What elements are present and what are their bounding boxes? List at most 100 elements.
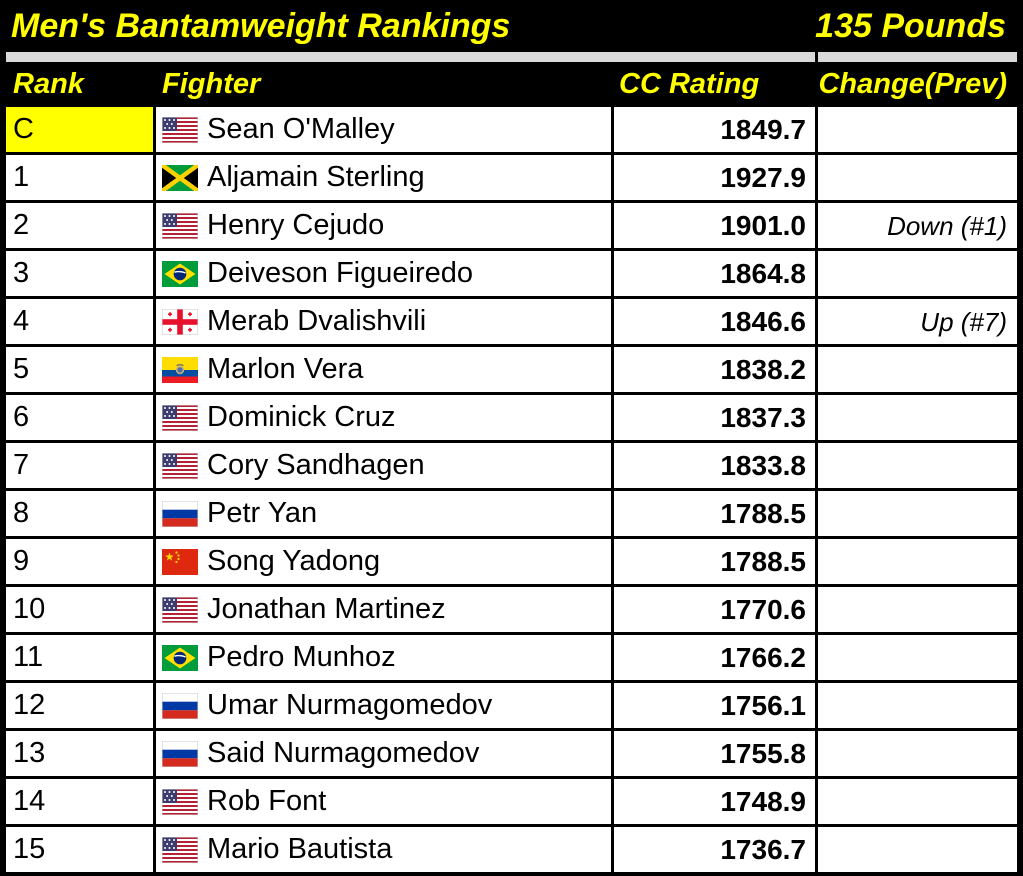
fighter-cell: Dominick Cruz bbox=[156, 395, 611, 440]
table-row: 14 Rob Font 1748.9 bbox=[6, 779, 1017, 824]
rating-cell: 1766.2 bbox=[614, 635, 815, 680]
fighter-cell: Pedro Munhoz bbox=[156, 635, 611, 680]
ec-flag-icon bbox=[162, 356, 198, 383]
fighter-cell: Marlon Vera bbox=[156, 347, 611, 392]
rank-cell: 14 bbox=[6, 779, 153, 824]
change-cell bbox=[818, 827, 1017, 872]
table-row: 5 Marlon Vera 1838.2 bbox=[6, 347, 1017, 392]
change-cell bbox=[818, 155, 1017, 200]
fighter-name: Dominick Cruz bbox=[207, 401, 396, 433]
rank-cell: C bbox=[6, 107, 153, 152]
br-flag-icon bbox=[162, 644, 198, 671]
column-header-rank: Rank bbox=[13, 68, 84, 100]
rating-cell: 1833.8 bbox=[614, 443, 815, 488]
rating-cell: 1864.8 bbox=[614, 251, 815, 296]
column-header-fighter: Fighter bbox=[162, 68, 261, 100]
us-flag-icon bbox=[162, 452, 198, 479]
fighter-cell: Sean O'Malley bbox=[156, 107, 611, 152]
rank-cell: 7 bbox=[6, 443, 153, 488]
table-row: 15 Mario Bautista 1736.7 bbox=[6, 827, 1017, 872]
table-row: 6 Dominick Cruz 1837.3 bbox=[6, 395, 1017, 440]
change-cell bbox=[818, 107, 1017, 152]
table-body: C Sean O'Malley 1849.7 1 Aljamain Sterling 19… bbox=[6, 107, 1017, 872]
rating-cell: 1788.5 bbox=[614, 539, 815, 584]
us-flag-icon bbox=[162, 404, 198, 431]
ru-flag-icon bbox=[162, 692, 198, 719]
change-cell bbox=[818, 731, 1017, 776]
change-cell bbox=[818, 779, 1017, 824]
change-cell bbox=[818, 251, 1017, 296]
rank-cell: 9 bbox=[6, 539, 153, 584]
rank-cell: 10 bbox=[6, 587, 153, 632]
change-cell bbox=[818, 491, 1017, 536]
cn-flag-icon bbox=[162, 548, 198, 575]
fighter-cell: Deiveson Figueiredo bbox=[156, 251, 611, 296]
fighter-name: Henry Cejudo bbox=[207, 209, 385, 241]
fighter-cell: Jonathan Martinez bbox=[156, 587, 611, 632]
rank-cell: 15 bbox=[6, 827, 153, 872]
fighter-name: Umar Nurmagomedov bbox=[207, 689, 493, 721]
fighter-cell: Cory Sandhagen bbox=[156, 443, 611, 488]
table-row: C Sean O'Malley 1849.7 bbox=[6, 107, 1017, 152]
divider-band bbox=[6, 52, 1017, 62]
table-row: 1 Aljamain Sterling 1927.9 bbox=[6, 155, 1017, 200]
change-cell bbox=[818, 635, 1017, 680]
fighter-cell: Song Yadong bbox=[156, 539, 611, 584]
fighter-cell: Merab Dvalishvili bbox=[156, 299, 611, 344]
fighter-name: Marlon Vera bbox=[207, 353, 364, 385]
fighter-name: Petr Yan bbox=[207, 497, 318, 529]
weight-class-label: 135 Pounds bbox=[815, 7, 1006, 45]
fighter-name: Pedro Munhoz bbox=[207, 641, 396, 673]
fighter-name: Deiveson Figueiredo bbox=[207, 257, 473, 289]
rank-cell: 12 bbox=[6, 683, 153, 728]
us-flag-icon bbox=[162, 116, 198, 143]
rank-cell: 2 bbox=[6, 203, 153, 248]
rating-cell: 1849.7 bbox=[614, 107, 815, 152]
us-flag-icon bbox=[162, 212, 198, 239]
page-title: Men's Bantamweight Rankings bbox=[11, 7, 511, 45]
fighter-name: Sean O'Malley bbox=[207, 113, 395, 145]
fighter-name: Cory Sandhagen bbox=[207, 449, 425, 481]
fighter-name: Merab Dvalishvili bbox=[207, 305, 427, 337]
table-header-row: Rank Fighter CC Rating Change(Prev) bbox=[6, 62, 1017, 107]
rank-cell: 13 bbox=[6, 731, 153, 776]
fighter-name: Aljamain Sterling bbox=[207, 161, 425, 193]
us-flag-icon bbox=[162, 596, 198, 623]
rating-cell: 1901.0 bbox=[614, 203, 815, 248]
rating-cell: 1756.1 bbox=[614, 683, 815, 728]
rank-cell: 3 bbox=[6, 251, 153, 296]
change-cell bbox=[818, 395, 1017, 440]
fighter-cell: Rob Font bbox=[156, 779, 611, 824]
fighter-cell: Umar Nurmagomedov bbox=[156, 683, 611, 728]
rating-cell: 1770.6 bbox=[614, 587, 815, 632]
fighter-name: Song Yadong bbox=[207, 545, 381, 577]
rank-cell: 6 bbox=[6, 395, 153, 440]
rank-cell: 8 bbox=[6, 491, 153, 536]
divider-band-right bbox=[818, 52, 1017, 62]
fighter-cell: Said Nurmagomedov bbox=[156, 731, 611, 776]
rating-cell: 1788.5 bbox=[614, 491, 815, 536]
table-row: 13 Said Nurmagomedov 1755.8 bbox=[6, 731, 1017, 776]
change-cell bbox=[818, 443, 1017, 488]
us-flag-icon bbox=[162, 788, 198, 815]
fighter-name: Mario Bautista bbox=[207, 833, 393, 865]
rating-cell: 1838.2 bbox=[614, 347, 815, 392]
change-cell bbox=[818, 539, 1017, 584]
table-row: 7 Cory Sandhagen 1833.8 bbox=[6, 443, 1017, 488]
fighter-name: Rob Font bbox=[207, 785, 327, 817]
change-cell bbox=[818, 683, 1017, 728]
change-cell bbox=[818, 347, 1017, 392]
divider-band-gap bbox=[815, 52, 818, 62]
jm-flag-icon bbox=[162, 164, 198, 191]
rank-cell: 4 bbox=[6, 299, 153, 344]
rating-cell: 1837.3 bbox=[614, 395, 815, 440]
br-flag-icon bbox=[162, 260, 198, 287]
divider-band-left bbox=[6, 52, 815, 62]
rank-cell: 11 bbox=[6, 635, 153, 680]
fighter-cell: Petr Yan bbox=[156, 491, 611, 536]
table-row: 11 Pedro Munhoz 1766.2 bbox=[6, 635, 1017, 680]
us-flag-icon bbox=[162, 836, 198, 863]
fighter-name: Said Nurmagomedov bbox=[207, 737, 480, 769]
ru-flag-icon bbox=[162, 740, 198, 767]
